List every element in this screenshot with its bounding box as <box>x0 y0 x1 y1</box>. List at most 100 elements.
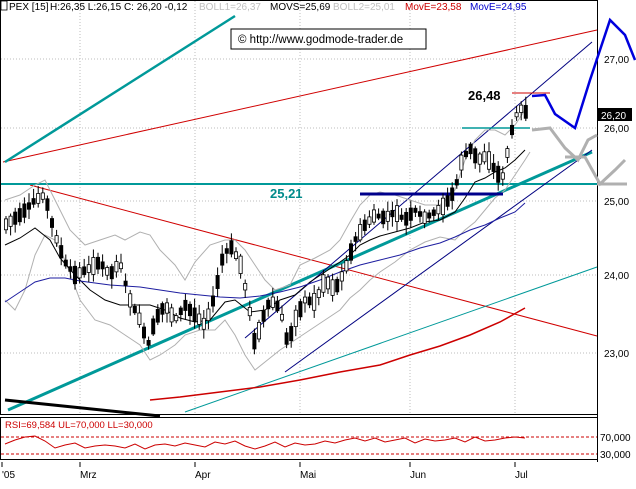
candle-body <box>459 154 464 171</box>
candle-body <box>155 309 160 323</box>
candle-body <box>220 253 225 266</box>
rsi-tick-70: 70,000 <box>600 433 631 444</box>
candle-body <box>26 202 31 210</box>
chart-header-box-icon <box>0 0 8 11</box>
candle-body <box>13 211 18 225</box>
candle-body <box>8 215 13 227</box>
candle-body <box>496 165 501 183</box>
candle-body <box>427 212 432 219</box>
candle-body <box>390 209 395 218</box>
candle-body <box>123 280 128 286</box>
candle-body <box>210 295 215 307</box>
candle-body <box>243 283 248 291</box>
header-symbol: PEX [15] <box>9 2 49 13</box>
candle-body <box>312 292 317 311</box>
rsi-plot-frame <box>0 417 598 460</box>
candle-body <box>523 105 528 119</box>
price-tick-26: 26,00 <box>604 124 629 135</box>
candle-body <box>261 310 266 322</box>
watermark-text: © http://www.godmode-trader.de <box>238 34 403 46</box>
candle-body <box>353 236 358 242</box>
black-downtrend-line <box>4 398 161 418</box>
time-label-mai: Mai <box>300 470 316 481</box>
candle-body <box>63 259 68 267</box>
time-label-apr: Apr <box>195 470 211 481</box>
candle-body <box>206 308 211 322</box>
exponential-moving-average-red <box>149 307 526 401</box>
candle-body <box>256 322 261 340</box>
candle-body <box>399 214 404 220</box>
candle-body <box>404 211 409 226</box>
candle-body <box>247 307 252 317</box>
candle-body <box>178 307 183 316</box>
watermark-box <box>230 28 427 50</box>
candle-body <box>160 303 165 315</box>
price-tick-25: 25,00 <box>604 197 629 208</box>
rsi-panel: RSI=69,584 UL=70,000 LL=30,000 70,000 30… <box>1 420 631 461</box>
candle-body <box>270 296 275 308</box>
candle-body <box>408 207 413 221</box>
candle-body <box>509 124 514 136</box>
candle-body <box>22 203 27 218</box>
price-axis-labels: 27,00 26,00 25,00 24,00 23,00 <box>604 55 629 360</box>
candle-body <box>164 302 169 314</box>
candle-body <box>394 205 399 222</box>
candle-body <box>445 195 450 207</box>
candle-body <box>491 162 496 172</box>
candle-body <box>17 208 22 223</box>
candle-body <box>454 179 459 186</box>
candle-body <box>252 332 257 350</box>
candle-body <box>321 274 326 293</box>
candlestick-series <box>4 96 528 355</box>
candle-body <box>187 303 192 317</box>
candle-body <box>174 315 179 322</box>
candle-body <box>169 307 174 323</box>
candle-body <box>316 289 321 298</box>
candle-body <box>100 261 105 270</box>
header-boll1: BOLL1=26,37 <box>199 2 261 13</box>
candle-body <box>330 279 335 296</box>
gray-projection-path <box>531 126 598 163</box>
candle-body <box>339 271 344 282</box>
candle-body <box>298 301 303 318</box>
candle-body <box>31 198 36 205</box>
red-upper-trendline <box>2 29 598 163</box>
candle-body <box>293 309 298 328</box>
candle-body <box>68 266 73 272</box>
candle-body <box>358 224 363 241</box>
candle-body <box>376 213 381 219</box>
candle-body <box>431 209 436 216</box>
candle-body <box>40 192 45 200</box>
candle-body <box>413 207 418 213</box>
support-value-label: 25,21 <box>270 186 303 201</box>
time-label-2005: '05 <box>2 470 15 481</box>
candle-body <box>284 332 289 345</box>
candle-body <box>335 278 340 293</box>
candle-body <box>348 243 353 261</box>
resistance-value-label: 26,48 <box>468 88 501 103</box>
main-plot-frame <box>0 0 598 415</box>
candle-body <box>192 307 197 322</box>
time-label-jul: Jul <box>515 470 528 481</box>
candle-body <box>36 193 41 204</box>
bollinger-lower-band <box>4 151 531 371</box>
candle-body <box>463 150 468 158</box>
candle-body <box>367 216 372 225</box>
blue-projection-path <box>531 17 636 131</box>
rsi-line <box>4 435 526 450</box>
time-axis: '05 Mrz Apr Mai Jun Jul <box>1 462 528 481</box>
candle-body <box>4 218 9 231</box>
candle-body <box>59 245 64 259</box>
candle-body <box>229 240 234 255</box>
candle-body <box>381 210 386 225</box>
candle-body <box>468 143 473 155</box>
candle-body <box>266 299 271 310</box>
candle-body <box>54 235 59 244</box>
candle-body <box>482 151 487 163</box>
blue-channel-lower <box>284 149 593 373</box>
candle-body <box>486 151 491 170</box>
candle-body <box>302 296 307 304</box>
price-tick-27: 27,00 <box>604 55 629 66</box>
